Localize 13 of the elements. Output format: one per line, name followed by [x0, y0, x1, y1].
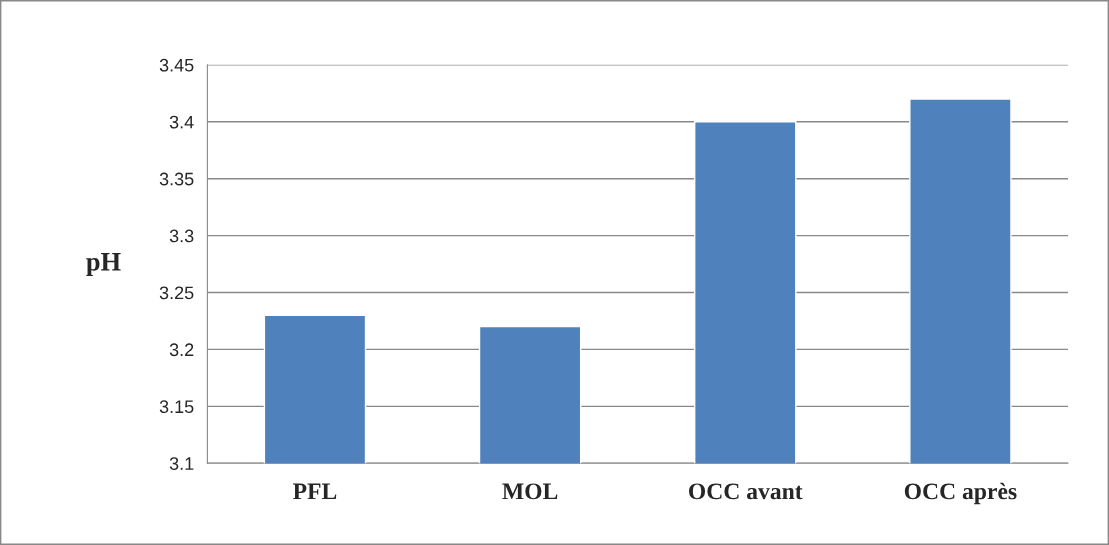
y-tick-label: 3.3 — [169, 229, 194, 243]
x-tick-label: PFL — [293, 483, 337, 500]
y-tick-label: 3.25 — [159, 286, 194, 300]
x-tick-label: OCC avant — [689, 483, 803, 500]
y-tick-label: 3.15 — [159, 400, 194, 414]
y-tick-label: 3.4 — [169, 115, 194, 129]
x-tick-label: OCC après — [904, 482, 1017, 505]
y-tick-label: 3.35 — [159, 172, 194, 186]
y-axis-title: pH — [86, 253, 121, 277]
x-tick-label: MOL — [502, 483, 558, 500]
y-tick-label: 3.1 — [169, 457, 194, 470]
y-tick-label: 3.2 — [169, 343, 194, 357]
y-tick-label: 3.45 — [159, 58, 194, 72]
